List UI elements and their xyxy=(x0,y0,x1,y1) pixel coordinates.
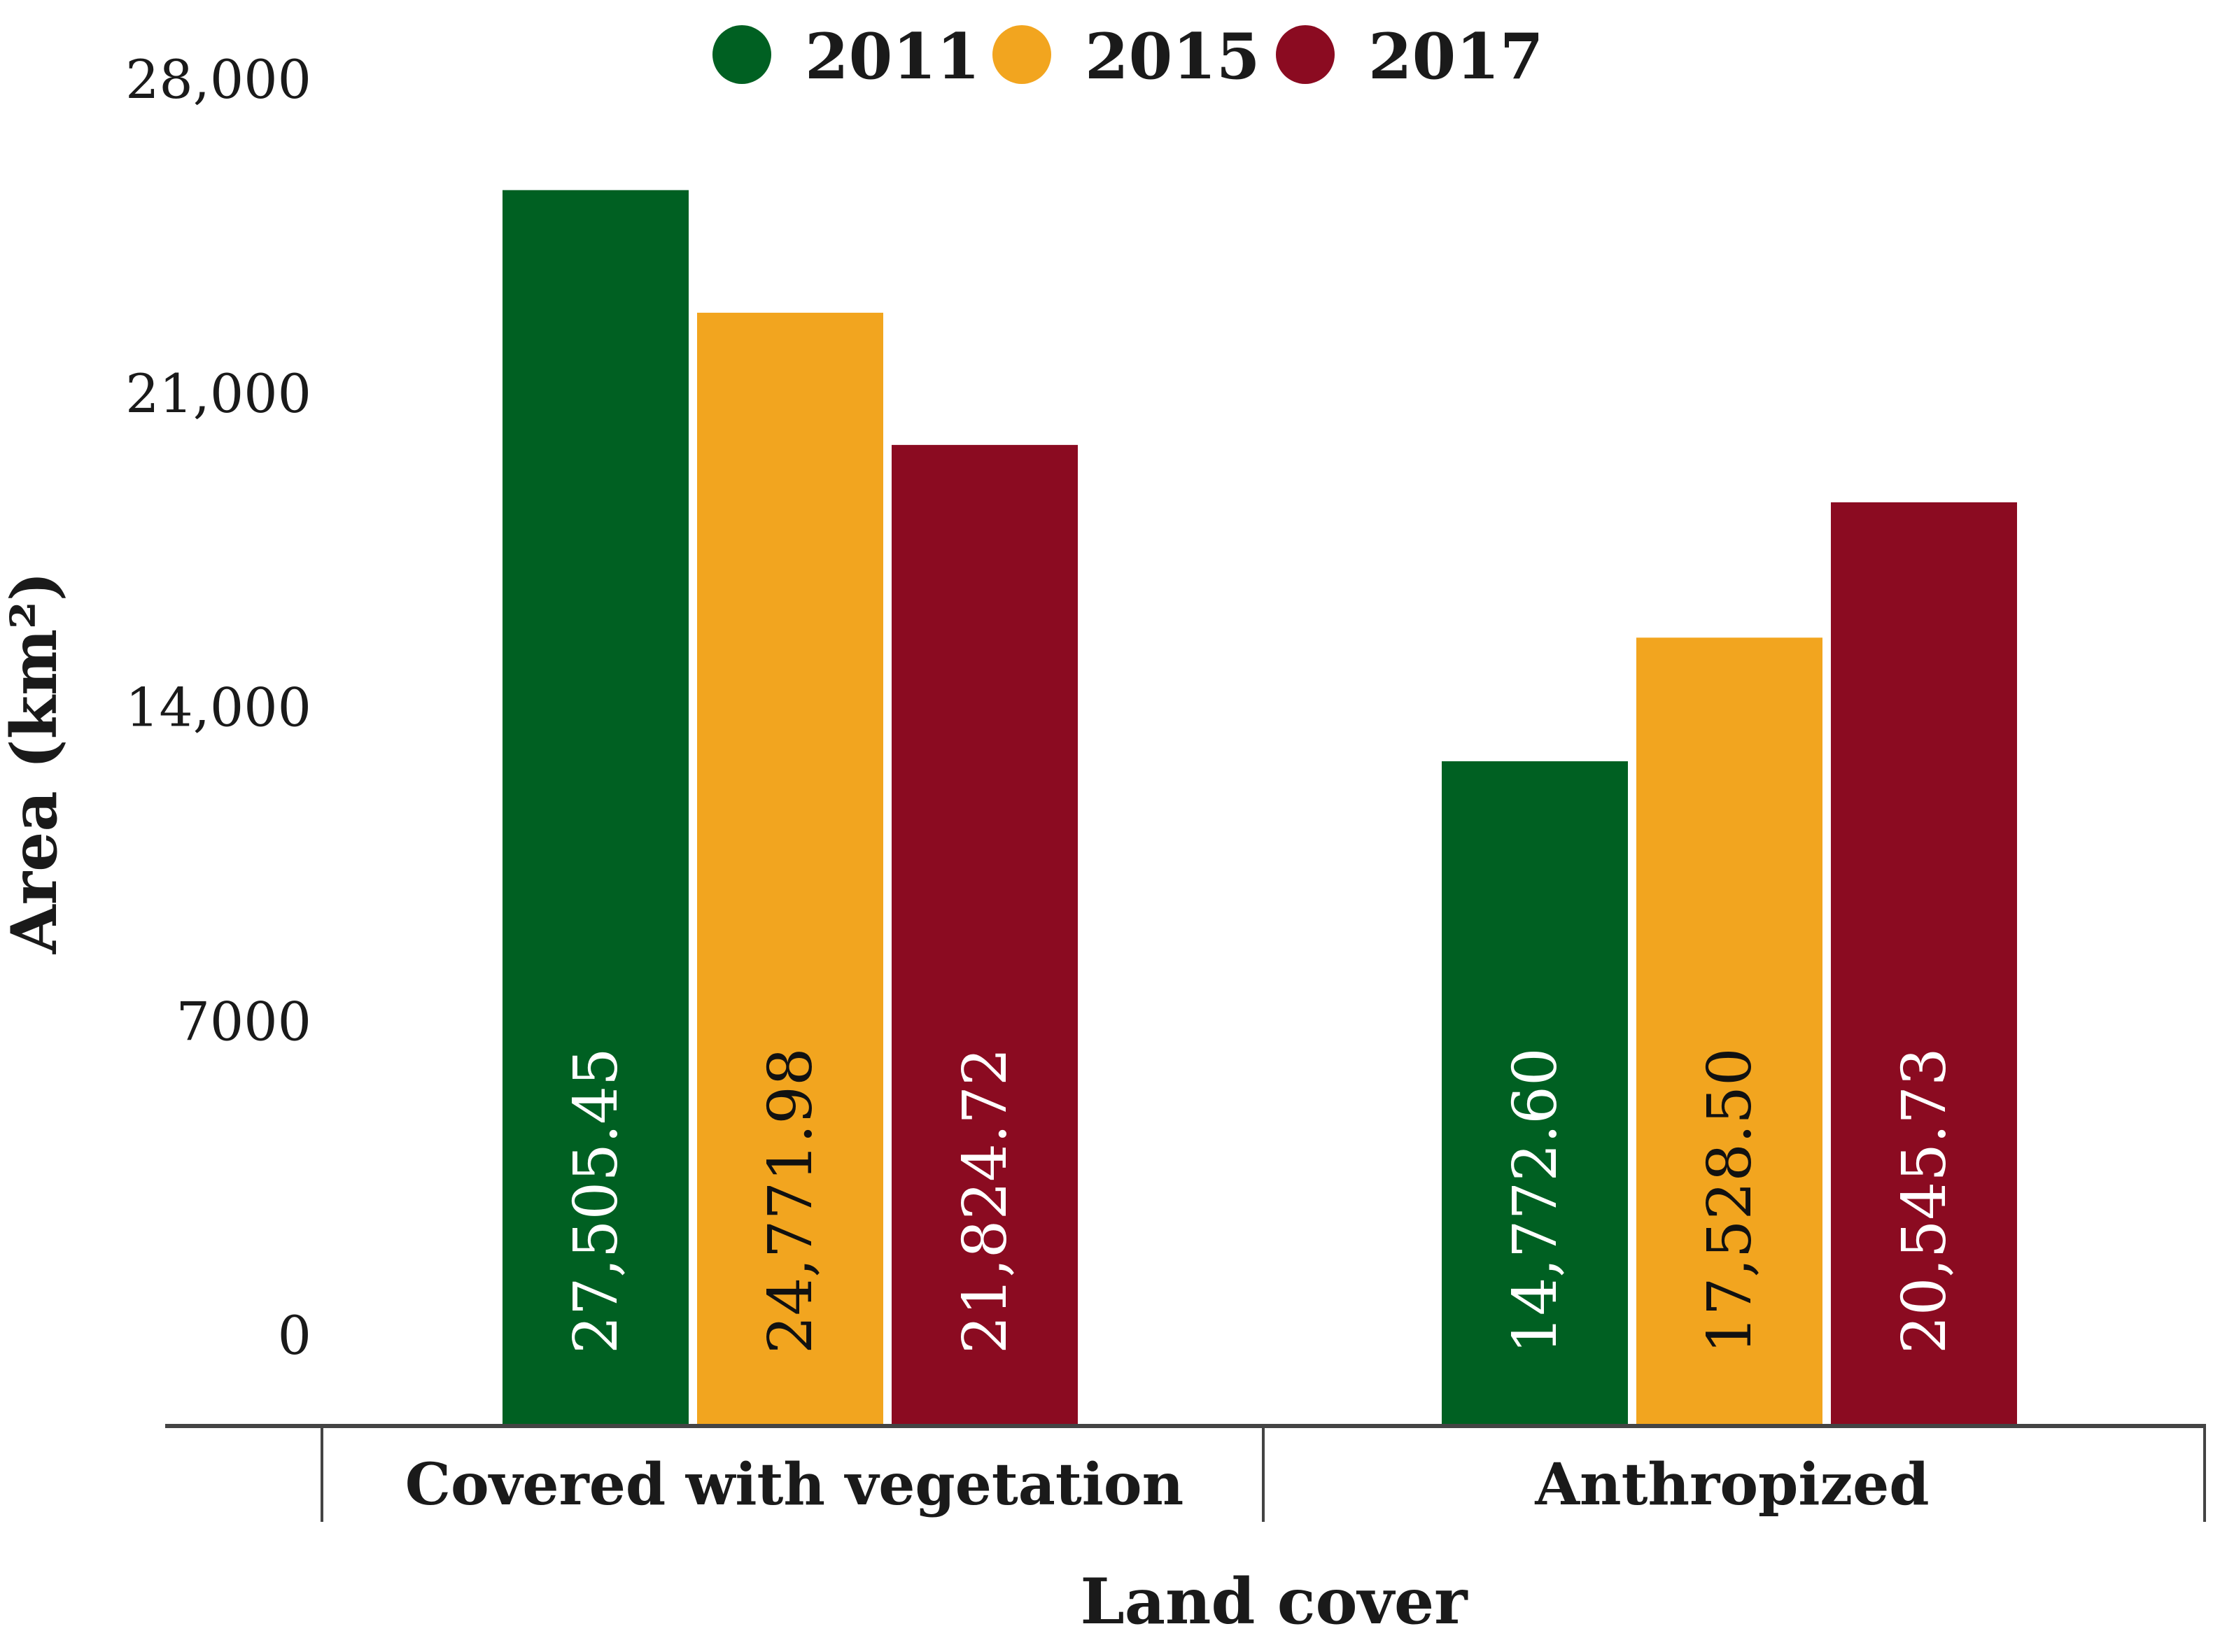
legend: 2011 2015 2017 xyxy=(712,20,1544,94)
bar-2011-0 xyxy=(503,190,689,1424)
bar-value-label: 27,505.45 xyxy=(561,1047,631,1354)
legend-swatch xyxy=(992,25,1051,84)
x-axis-title: Land cover xyxy=(1080,1565,1468,1639)
bar-value-label: 17,528.50 xyxy=(1695,1047,1765,1354)
y-tick-label: 28,000 xyxy=(125,48,311,111)
y-tick-label: 7000 xyxy=(176,990,311,1052)
x-axis: Covered with vegetation Anthropized xyxy=(165,1424,2206,1522)
y-axis-ticks: 0 7000 14,000 21,000 28,000 xyxy=(125,48,311,1367)
bar-2017-0 xyxy=(892,444,1078,1424)
y-tick-label: 21,000 xyxy=(125,362,311,425)
legend-label: 2011 xyxy=(805,20,981,94)
bar-value-label: 20,545.73 xyxy=(1890,1047,1960,1354)
legend-swatch xyxy=(712,25,771,84)
bars xyxy=(503,190,2017,1424)
y-axis-title: Area (km²) xyxy=(0,572,71,954)
bar-2017-1 xyxy=(1831,502,2017,1424)
bar-2015-1 xyxy=(1636,637,1822,1424)
bar-value-label: 14,772.60 xyxy=(1501,1047,1571,1354)
bar-labels: 27,505.45 24,771.98 21,824.72 14,772.60 17,5… xyxy=(561,1047,1960,1354)
legend-label: 2015 xyxy=(1085,20,1260,94)
bar-value-label: 24,771.98 xyxy=(756,1047,826,1354)
legend-label: 2017 xyxy=(1368,20,1544,94)
y-tick-label: 14,000 xyxy=(125,677,311,739)
bar-2011-1 xyxy=(1442,761,1628,1424)
bar-2015-0 xyxy=(697,312,883,1424)
bar-value-label: 21,824.72 xyxy=(950,1047,1020,1354)
x-category-label: Anthropized xyxy=(1534,1451,1929,1518)
y-tick-label: 0 xyxy=(278,1304,311,1367)
x-category-label: Covered with vegetation xyxy=(405,1451,1184,1518)
legend-swatch xyxy=(1276,25,1335,84)
